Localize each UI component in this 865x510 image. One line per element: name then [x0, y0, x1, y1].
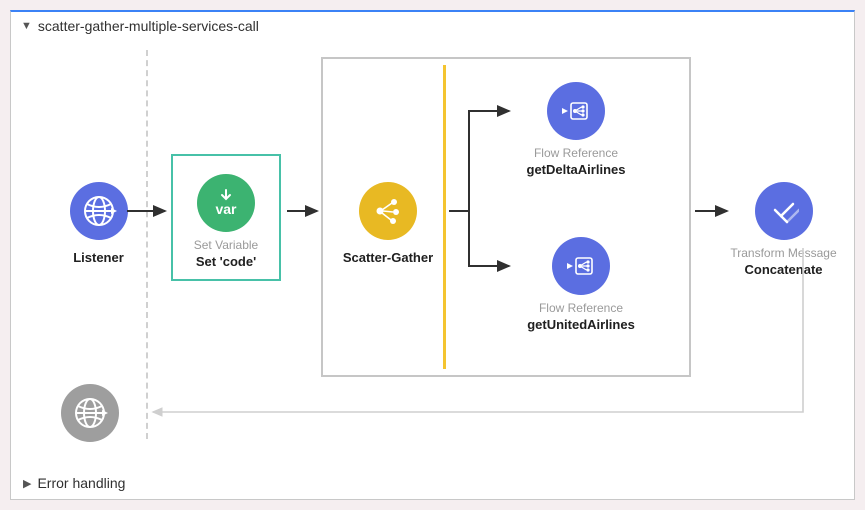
flow-reference-icon	[547, 82, 605, 140]
flowref1-label: getDeltaAirlines	[501, 162, 651, 177]
flowref2-type: Flow Reference	[501, 301, 661, 315]
transform-type: Transform Message	[711, 246, 856, 260]
expand-right-icon: ▶	[23, 477, 31, 490]
flow-title: scatter-gather-multiple-services-call	[38, 18, 259, 34]
set-variable-node[interactable]: var Set Variable Set 'code'	[171, 154, 281, 281]
error-source-node[interactable]	[61, 384, 119, 442]
scatter-gather-icon	[359, 182, 417, 240]
collapse-down-icon: ▼	[21, 20, 32, 32]
set-variable-label: Set 'code'	[187, 254, 265, 269]
scope-divider	[443, 65, 446, 369]
set-variable-type: Set Variable	[187, 238, 265, 252]
set-variable-icon: var	[197, 174, 255, 232]
scatter-gather-label: Scatter-Gather	[333, 250, 443, 265]
globe-icon	[61, 384, 119, 442]
flow-ref-delta[interactable]: Flow Reference getDeltaAirlines	[501, 82, 651, 177]
transform-node[interactable]: Transform Message Concatenate	[711, 182, 856, 277]
globe-icon	[70, 182, 128, 240]
scatter-gather-node[interactable]: Scatter-Gather	[333, 182, 443, 265]
flow-canvas: ▼ scatter-gather-multiple-services-call …	[10, 10, 855, 500]
transform-icon	[755, 182, 813, 240]
error-handling-label: Error handling	[37, 475, 125, 491]
source-divider	[146, 50, 148, 439]
error-handling-row[interactable]: ▶ Error handling	[23, 475, 125, 491]
flow-reference-icon	[552, 237, 610, 295]
flowref2-label: getUnitedAirlines	[501, 317, 661, 332]
flowref1-type: Flow Reference	[501, 146, 651, 160]
transform-label: Concatenate	[711, 262, 856, 277]
listener-label: Listener	[61, 250, 136, 265]
listener-node[interactable]: Listener	[61, 182, 136, 265]
flow-ref-united[interactable]: Flow Reference getUnitedAirlines	[501, 237, 661, 332]
flow-title-row[interactable]: ▼ scatter-gather-multiple-services-call	[21, 18, 259, 34]
